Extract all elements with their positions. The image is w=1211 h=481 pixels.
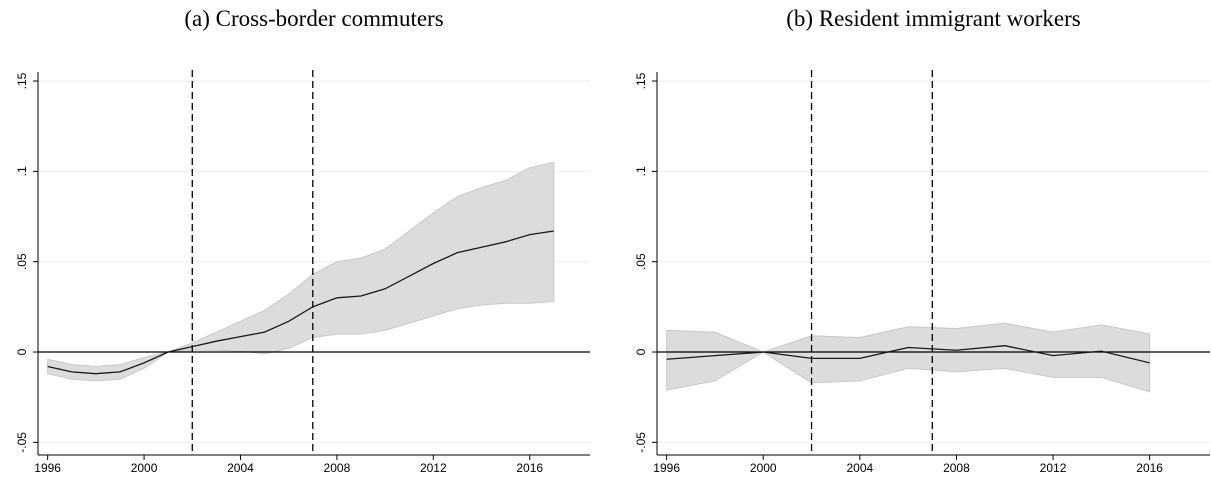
y-tick-label: .05 bbox=[634, 253, 648, 270]
panel-title: (b) Resident immigrant workers bbox=[786, 6, 1081, 31]
y-tick-label: .15 bbox=[15, 72, 29, 89]
x-tick-label: 1996 bbox=[34, 461, 61, 475]
confidence-band bbox=[47, 161, 555, 382]
y-tick-label: .15 bbox=[634, 72, 648, 89]
y-tick-label: 0 bbox=[634, 348, 648, 355]
y-tick-label: -.05 bbox=[634, 432, 648, 453]
y-tick-label: .1 bbox=[634, 166, 648, 176]
x-tick-label: 2012 bbox=[1040, 461, 1067, 475]
panel-title: (a) Cross-border commuters bbox=[184, 6, 443, 31]
estimate-line bbox=[666, 345, 1150, 364]
x-tick-label: 1996 bbox=[653, 461, 680, 475]
x-tick-label: 2012 bbox=[420, 461, 447, 475]
x-tick-label: 2004 bbox=[846, 461, 873, 475]
x-tick-label: 2016 bbox=[1136, 461, 1163, 475]
x-tick-label: 2008 bbox=[324, 461, 351, 475]
x-tick-label: 2008 bbox=[943, 461, 970, 475]
x-tick-label: 2016 bbox=[516, 461, 543, 475]
confidence-band bbox=[666, 322, 1151, 393]
y-tick-label: .05 bbox=[15, 253, 29, 270]
y-tick-label: 0 bbox=[15, 348, 29, 355]
estimate-line bbox=[47, 230, 554, 375]
y-tick-label: -.05 bbox=[15, 432, 29, 453]
x-tick-label: 2004 bbox=[227, 461, 254, 475]
y-tick-label: .1 bbox=[15, 166, 29, 176]
x-tick-label: 2000 bbox=[131, 461, 158, 475]
x-tick-label: 2000 bbox=[750, 461, 777, 475]
